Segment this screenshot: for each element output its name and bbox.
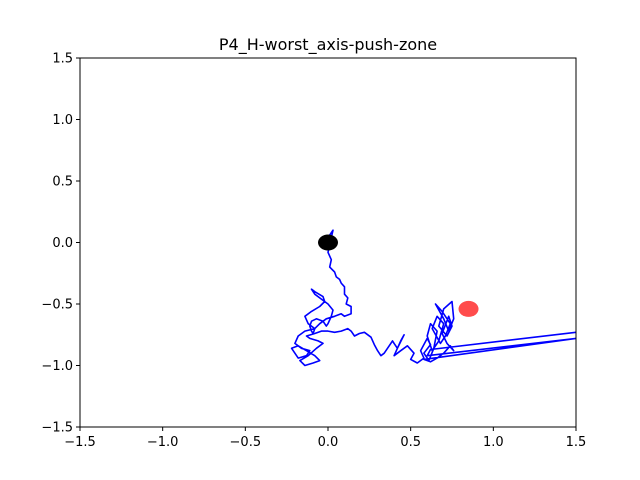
y-tick-label: 0.0 <box>52 236 73 251</box>
x-tick-label: 1.0 <box>483 435 504 450</box>
x-tick-label: −0.5 <box>230 435 262 450</box>
trajectory-line-0 <box>290 229 576 367</box>
x-tick-label: −1.5 <box>64 435 96 450</box>
y-tick-label: −1.0 <box>41 359 73 374</box>
plot-area <box>290 229 576 367</box>
goal-marker <box>458 300 479 317</box>
x-tick-label: 1.5 <box>566 435 587 450</box>
chart-title: P4_H-worst_axis-push-zone <box>219 35 437 55</box>
y-tick-label: 1.5 <box>52 52 73 67</box>
y-tick-label: −0.5 <box>41 298 73 313</box>
axis-ticks: −1.5 −1.0 −0.5 0.0 0.5 1.0 1.5 −1.5 −1.0 −0.5 0.0 0… <box>41 52 586 451</box>
x-tick-label: 0.5 <box>400 435 421 450</box>
x-tick-label: 0.0 <box>318 435 339 450</box>
x-tick-label: −1.0 <box>147 435 179 450</box>
y-tick-label: 0.5 <box>52 175 73 190</box>
y-tick-label: −1.5 <box>41 421 73 436</box>
y-tick-label: 1.0 <box>52 113 73 128</box>
start-marker <box>318 234 338 251</box>
axes-frame <box>79 57 577 428</box>
